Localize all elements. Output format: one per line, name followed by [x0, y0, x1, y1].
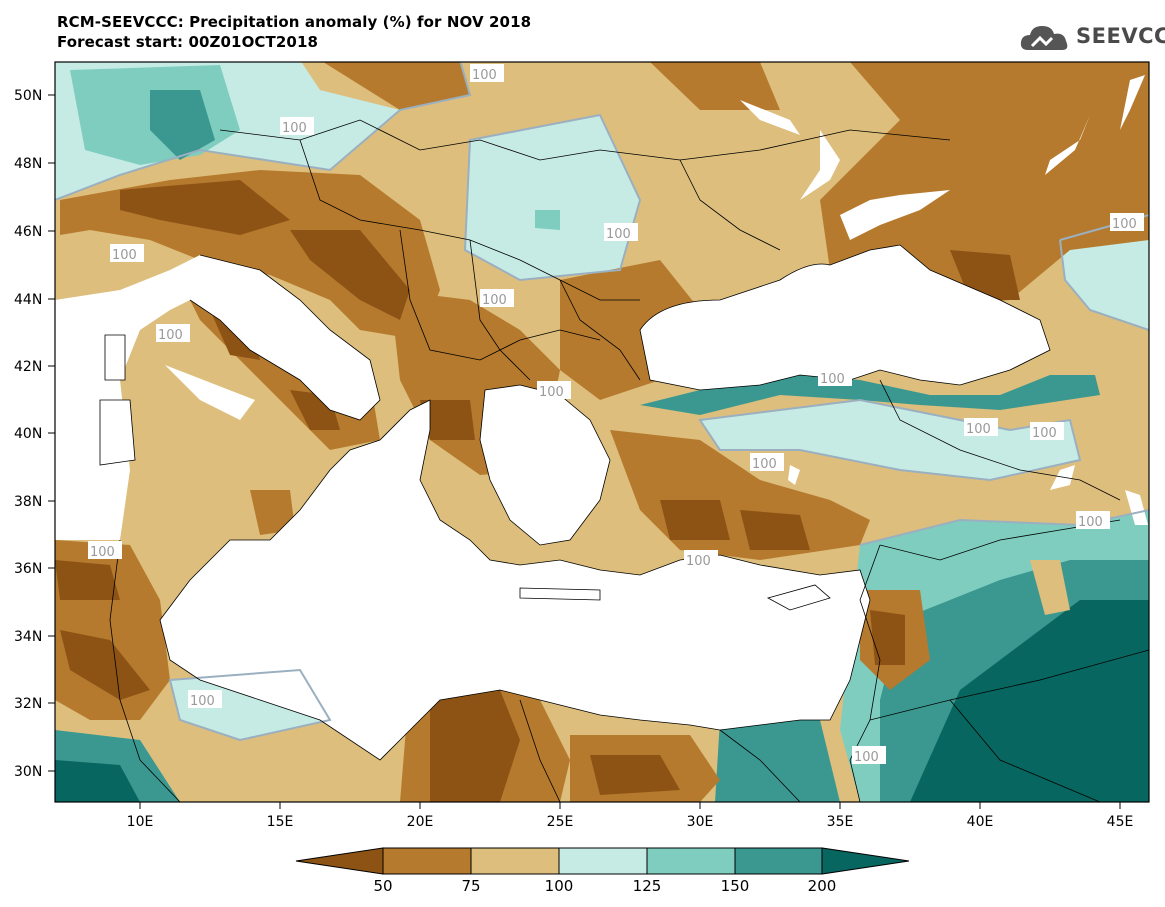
contour-label: 100 [90, 545, 115, 560]
lon-ticks [139, 802, 1121, 809]
colorbar-label: 100 [545, 877, 574, 895]
lon-label: 15E [267, 814, 294, 830]
colorbar-label: 150 [721, 877, 750, 895]
lat-labels: 50N 48N 46N 44N 42N 40N 38N 36N 34N 32N … [14, 88, 42, 780]
contour-label: 100 [539, 385, 564, 400]
colorbar-label: 200 [808, 877, 837, 895]
lat-label: 30N [14, 764, 42, 780]
colorbar-segment-125-150 [646, 847, 736, 875]
title-line-2: Forecast start: 00Z01OCT2018 [57, 33, 319, 51]
map-title: RCM-SEEVCCC: Precipitation anomaly (%) f… [57, 12, 531, 52]
lat-label: 34N [14, 629, 42, 645]
colorbar-segment-50-75 [382, 847, 472, 875]
lat-label: 46N [14, 224, 42, 240]
lon-labels: 10E 15E 20E 25E 30E 35E 40E 45E [127, 814, 1134, 830]
colorbar: 50 75 100 125 150 200 [295, 847, 910, 895]
contour-label: 100 [482, 293, 507, 308]
colorbar-label: 125 [633, 877, 662, 895]
lon-label: 25E [547, 814, 574, 830]
contour-label: 100 [854, 750, 879, 765]
lat-label: 48N [14, 156, 42, 172]
lat-label: 40N [14, 426, 42, 442]
lon-label: 30E [687, 814, 714, 830]
contour-labels: 100 100 100 100 100 100 100 100 100 100 … [88, 64, 1144, 765]
lon-label: 45E [1107, 814, 1134, 830]
contour-label: 100 [820, 372, 845, 387]
contour-label: 100 [282, 121, 307, 136]
seevccc-logo: SEEVCCC [1018, 20, 1165, 56]
lat-label: 50N [14, 88, 42, 104]
colorbar-label: 75 [461, 877, 480, 895]
map-frame [54, 61, 1150, 803]
contour-label: 100 [686, 554, 711, 569]
contour-label: 100 [1032, 426, 1057, 441]
lon-label: 40E [967, 814, 994, 830]
contour-label: 100 [966, 422, 991, 437]
colorbar-segment-75-100 [470, 847, 560, 875]
contour-label: 100 [1078, 515, 1103, 530]
colorbar-segment-150-200 [734, 847, 823, 875]
contour-label: 100 [112, 248, 137, 263]
cloud-icon [1020, 26, 1068, 50]
lon-label: 35E [827, 814, 854, 830]
lat-ticks [48, 94, 55, 772]
contour-label: 100 [752, 457, 777, 472]
lat-label: 42N [14, 359, 42, 375]
contour-label: 100 [606, 227, 631, 242]
contour-label: 100 [472, 68, 497, 83]
colorbar-segment-100-125 [558, 847, 648, 875]
contour-100-lines [55, 62, 1149, 742]
colorbar-label: 50 [373, 877, 392, 895]
anomaly-field: 100 100 100 100 100 100 100 100 100 100 … [55, 62, 1149, 802]
lon-label: 10E [127, 814, 154, 830]
logo-text: SEEVCCC [1076, 24, 1165, 48]
lat-label: 36N [14, 561, 42, 577]
lat-label: 32N [14, 696, 42, 712]
contour-label: 100 [158, 328, 183, 343]
lat-label: 38N [14, 494, 42, 510]
contour-label: 100 [1112, 217, 1137, 232]
lat-label: 44N [14, 292, 42, 308]
colorbar-segment-below-50 [295, 847, 384, 875]
contour-label: 100 [190, 694, 215, 709]
colorbar-segment-above-200 [821, 847, 910, 875]
lon-label: 20E [407, 814, 434, 830]
title-line-1: RCM-SEEVCCC: Precipitation anomaly (%) f… [57, 13, 532, 31]
